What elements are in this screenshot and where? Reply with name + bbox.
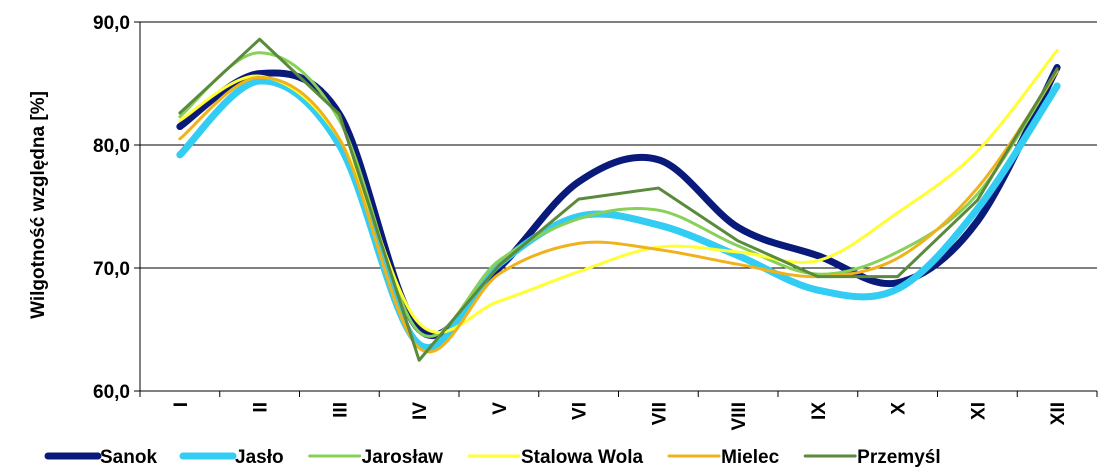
x-tick-label: V bbox=[490, 402, 511, 415]
gridlines bbox=[140, 21, 1097, 392]
series-line-jas-o bbox=[176, 77, 1061, 351]
legend-label-sanok: Sanok bbox=[100, 447, 157, 468]
x-tick-label: I bbox=[171, 402, 192, 407]
x-tick-label: III bbox=[330, 402, 351, 418]
y-axis-label: Wilgotność względna [%] bbox=[28, 91, 49, 319]
legend-label-mielec: Mielec bbox=[721, 447, 780, 468]
x-tick-label: XII bbox=[1048, 402, 1069, 425]
x-tick-label: VIII bbox=[729, 402, 750, 431]
x-tick-label: VII bbox=[649, 402, 670, 425]
y-tick-label: 90,0 bbox=[93, 13, 130, 34]
x-tick-label: VI bbox=[570, 402, 591, 420]
y-tick-label: 80,0 bbox=[93, 136, 130, 157]
series-lines bbox=[176, 37, 1061, 362]
legend-label-jas-o: Jasło bbox=[235, 447, 284, 468]
x-tick-label: XI bbox=[968, 402, 989, 420]
axis-labels: Wilgotność względna [%] bbox=[28, 91, 49, 319]
x-tick-label: X bbox=[889, 402, 910, 415]
axes: 60,070,080,090,0I II III IV V VI VII VIII IX X XI X… bbox=[93, 13, 1098, 431]
series-line-przemy-l bbox=[178, 37, 1059, 362]
legend-label-stalowa-wola: Stalowa Wola bbox=[521, 447, 644, 468]
x-tick-label: IV bbox=[410, 402, 431, 420]
series-line-mielec bbox=[178, 69, 1059, 354]
y-tick-label: 70,0 bbox=[93, 259, 130, 280]
legend-label-przemy-l: Przemyśl bbox=[857, 447, 940, 468]
series-line-jaros-aw bbox=[178, 51, 1059, 338]
series-line-stalowa-wola bbox=[178, 48, 1059, 334]
y-tick-label: 60,0 bbox=[93, 382, 130, 403]
legend-label-jaros-aw: Jarosław bbox=[362, 447, 444, 468]
legend: Sanok Jasło Jarosław Stalowa Wola Mielec Prze… bbox=[44, 447, 941, 468]
x-tick-label: IX bbox=[809, 402, 830, 420]
x-tick-label: II bbox=[251, 402, 272, 413]
